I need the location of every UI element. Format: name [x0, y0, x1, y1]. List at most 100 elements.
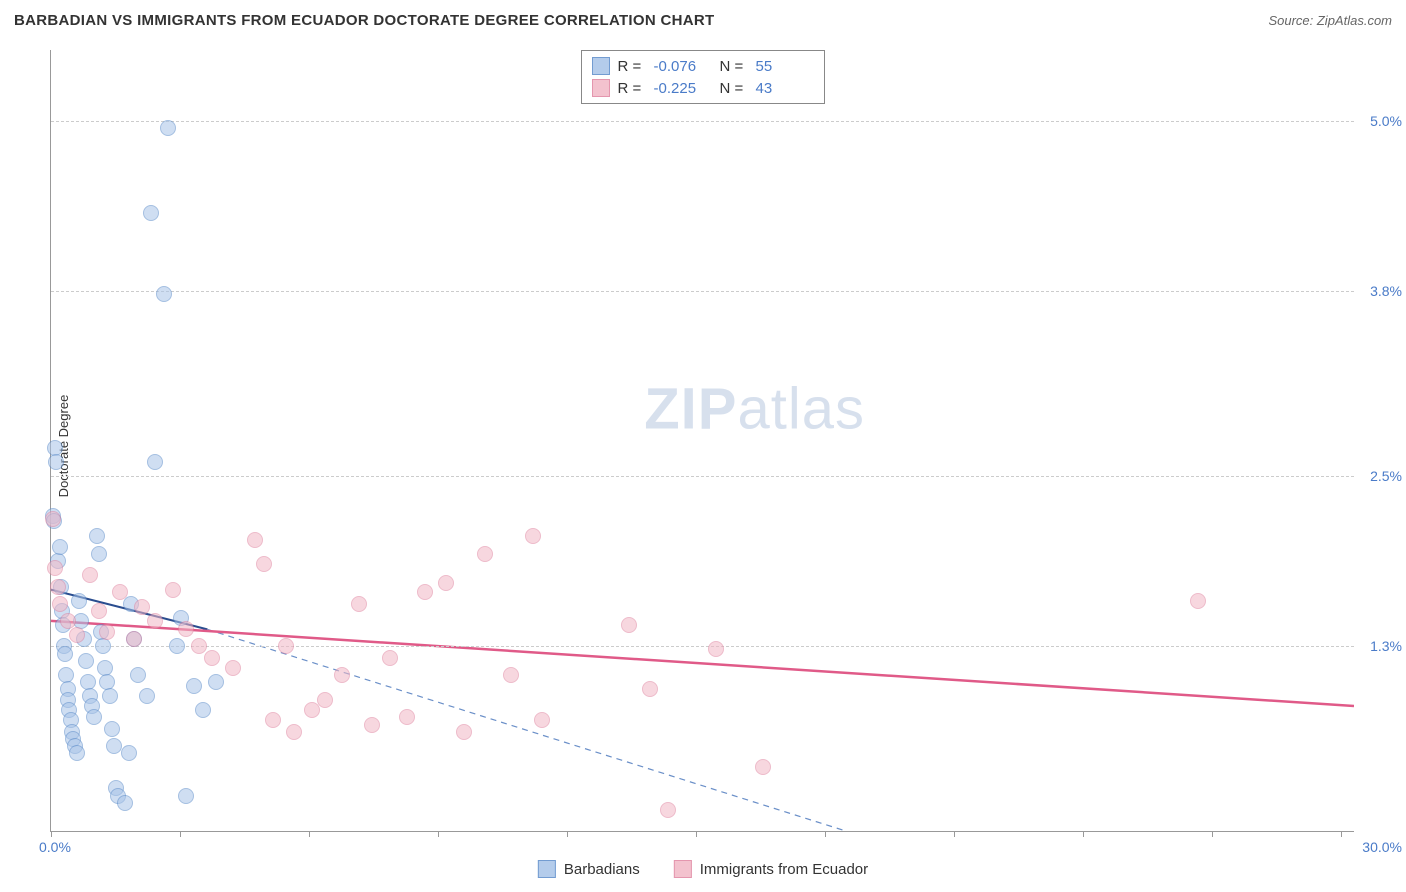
scatter-point [121, 745, 137, 761]
scatter-point [139, 688, 155, 704]
x-min-label: 0.0% [39, 839, 71, 855]
scatter-point [126, 631, 142, 647]
scatter-point [334, 667, 350, 683]
scatter-point [45, 511, 61, 527]
watermark: ZIPatlas [644, 376, 865, 443]
legend-item: Barbadians [538, 860, 640, 878]
x-tick [180, 831, 181, 837]
legend-label: Immigrants from Ecuador [700, 861, 868, 878]
y-tick-label: 1.3% [1370, 638, 1402, 654]
scatter-point [89, 528, 105, 544]
scatter-point [165, 582, 181, 598]
series-legend: Barbadians Immigrants from Ecuador [538, 860, 868, 878]
scatter-point [86, 709, 102, 725]
scatter-point [178, 621, 194, 637]
scatter-point [417, 584, 433, 600]
scatter-point [195, 702, 211, 718]
scatter-point [351, 596, 367, 612]
scatter-point [178, 788, 194, 804]
scatter-point [117, 795, 133, 811]
scatter-point [91, 546, 107, 562]
scatter-point [147, 454, 163, 470]
x-tick [567, 831, 568, 837]
scatter-point [112, 584, 128, 600]
y-tick-label: 3.8% [1370, 283, 1402, 299]
x-tick [1341, 831, 1342, 837]
scatter-point [134, 599, 150, 615]
scatter-plot-area: ZIPatlas R = -0.076 N = 55 R = -0.225 N … [50, 50, 1354, 832]
x-tick [696, 831, 697, 837]
scatter-point [256, 556, 272, 572]
gridline [51, 646, 1354, 647]
stats-row: R = -0.225 N = 43 [592, 77, 814, 99]
x-tick [438, 831, 439, 837]
scatter-point [399, 709, 415, 725]
legend-swatch-series2 [674, 860, 692, 878]
gridline [51, 121, 1354, 122]
scatter-point [204, 650, 220, 666]
scatter-point [48, 454, 64, 470]
scatter-point [69, 745, 85, 761]
stats-legend: R = -0.076 N = 55 R = -0.225 N = 43 [581, 50, 825, 104]
scatter-point [50, 579, 66, 595]
scatter-point [317, 692, 333, 708]
scatter-point [52, 596, 68, 612]
scatter-point [364, 717, 380, 733]
gridline [51, 476, 1354, 477]
legend-swatch-series1 [592, 57, 610, 75]
scatter-point [102, 688, 118, 704]
scatter-point [191, 638, 207, 654]
y-tick-label: 5.0% [1370, 113, 1402, 129]
scatter-point [91, 603, 107, 619]
scatter-point [57, 646, 73, 662]
scatter-point [82, 567, 98, 583]
scatter-point [477, 546, 493, 562]
scatter-point [186, 678, 202, 694]
scatter-point [755, 759, 771, 775]
scatter-point [208, 674, 224, 690]
scatter-point [71, 593, 87, 609]
scatter-point [99, 624, 115, 640]
x-max-label: 30.0% [1362, 839, 1402, 855]
scatter-point [225, 660, 241, 676]
source-attribution: Source: ZipAtlas.com [1268, 13, 1392, 28]
legend-label: Barbadians [564, 861, 640, 878]
stats-row: R = -0.076 N = 55 [592, 55, 814, 77]
scatter-point [247, 532, 263, 548]
x-tick [309, 831, 310, 837]
scatter-point [52, 539, 68, 555]
scatter-point [534, 712, 550, 728]
scatter-point [69, 627, 85, 643]
scatter-point [382, 650, 398, 666]
scatter-point [708, 641, 724, 657]
scatter-point [621, 617, 637, 633]
scatter-point [156, 286, 172, 302]
legend-swatch-series2 [592, 79, 610, 97]
x-tick [1212, 831, 1213, 837]
scatter-point [660, 802, 676, 818]
y-tick-label: 2.5% [1370, 468, 1402, 484]
scatter-point [47, 560, 63, 576]
scatter-point [160, 120, 176, 136]
scatter-point [169, 638, 185, 654]
x-tick [825, 831, 826, 837]
scatter-point [104, 721, 120, 737]
chart-title: BARBADIAN VS IMMIGRANTS FROM ECUADOR DOC… [14, 12, 714, 29]
scatter-point [147, 613, 163, 629]
x-tick [51, 831, 52, 837]
scatter-point [456, 724, 472, 740]
scatter-point [130, 667, 146, 683]
x-tick [954, 831, 955, 837]
scatter-point [642, 681, 658, 697]
legend-item: Immigrants from Ecuador [674, 860, 868, 878]
scatter-point [438, 575, 454, 591]
scatter-point [503, 667, 519, 683]
scatter-point [265, 712, 281, 728]
scatter-point [78, 653, 94, 669]
legend-swatch-series1 [538, 860, 556, 878]
scatter-point [106, 738, 122, 754]
scatter-point [143, 205, 159, 221]
scatter-point [286, 724, 302, 740]
scatter-point [525, 528, 541, 544]
gridline [51, 291, 1354, 292]
